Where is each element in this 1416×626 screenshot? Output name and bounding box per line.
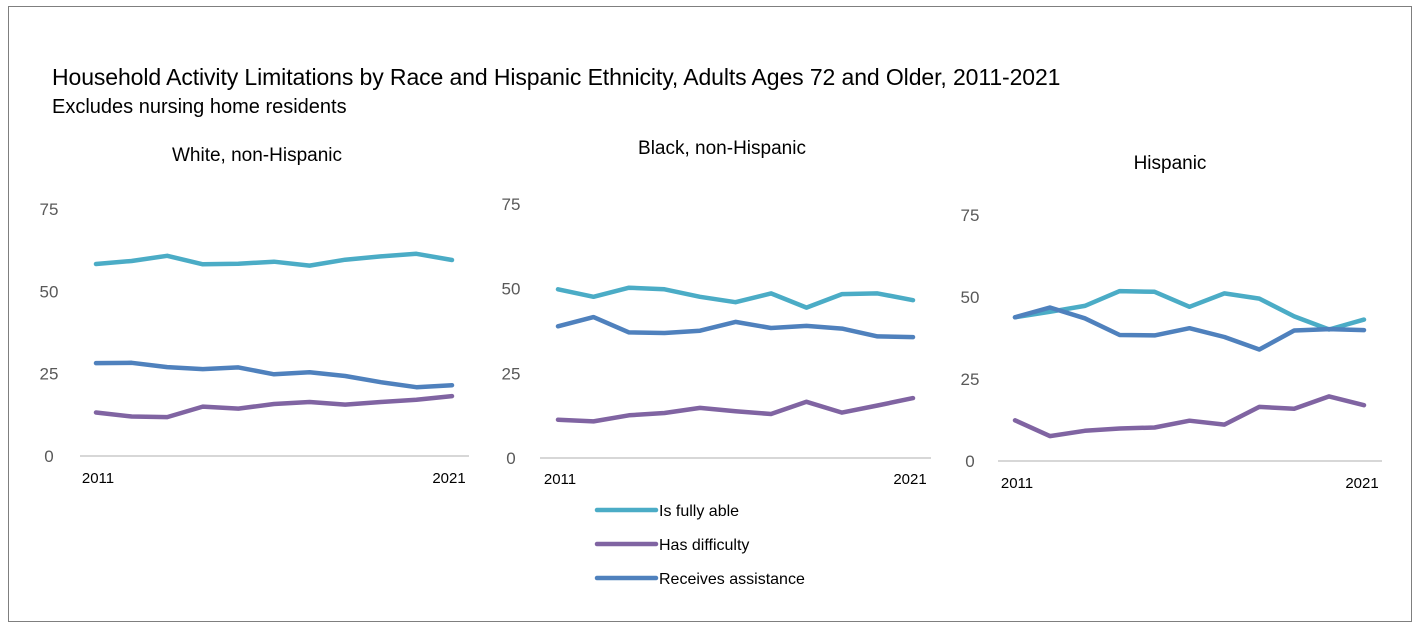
legend-label-has-difficulty: Has difficulty	[659, 537, 749, 554]
y-tick-label: 50	[502, 280, 521, 299]
y-tick-label: 25	[40, 365, 59, 384]
x-tick-label: 2011	[544, 471, 576, 488]
y-tick-label: 0	[44, 447, 53, 466]
series-line-fully-able	[555, 285, 916, 310]
x-tick-label: 2021	[432, 470, 465, 487]
panel-3: Hispanic 0 25 50 75 2011 2021	[961, 153, 1382, 492]
series-line-has-difficulty	[93, 393, 455, 420]
legend-label-fully-able: Is fully able	[659, 503, 739, 520]
y-tick-label: 25	[961, 370, 980, 389]
y-tick-label: 0	[506, 449, 515, 468]
x-tick-label: 2021	[893, 471, 926, 488]
series-line-receives-assistance	[93, 360, 455, 390]
legend-label-receives-assistance: Receives assistance	[659, 571, 805, 588]
panel-title: Hispanic	[1134, 153, 1207, 174]
x-tick-label: 2021	[1345, 475, 1378, 492]
y-tick-label: 25	[502, 364, 521, 383]
y-tick-label: 75	[502, 195, 521, 214]
legend: Is fully able Has difficulty Receives assi…	[594, 503, 805, 588]
series-line-fully-able	[1012, 288, 1367, 332]
panel-2: Black, non-Hispanic 0 25 50 75 2011 2021	[502, 138, 931, 488]
series-line-fully-able	[93, 251, 455, 268]
series-line-receives-assistance	[555, 314, 916, 340]
panel-title: White, non-Hispanic	[172, 145, 342, 166]
x-tick-label: 2011	[1001, 475, 1033, 492]
y-tick-label: 0	[965, 452, 974, 471]
series-line-has-difficulty	[555, 395, 916, 424]
chart-subtitle: Excludes nursing home residents	[52, 96, 347, 118]
y-tick-label: 75	[961, 206, 980, 225]
y-tick-label: 50	[961, 288, 980, 307]
x-tick-label: 2011	[82, 470, 114, 487]
y-tick-label: 75	[40, 200, 59, 219]
panel-title: Black, non-Hispanic	[638, 138, 806, 159]
y-tick-label: 50	[40, 282, 59, 301]
series-line-receives-assistance	[1012, 305, 1367, 352]
series-line-has-difficulty	[1012, 394, 1367, 439]
chart-title: Household Activity Limitations by Race a…	[52, 64, 1061, 90]
chart-frame	[8, 6, 1412, 622]
panel-1: White, non-Hispanic 0 25 50 75 2011 2021	[40, 145, 469, 487]
